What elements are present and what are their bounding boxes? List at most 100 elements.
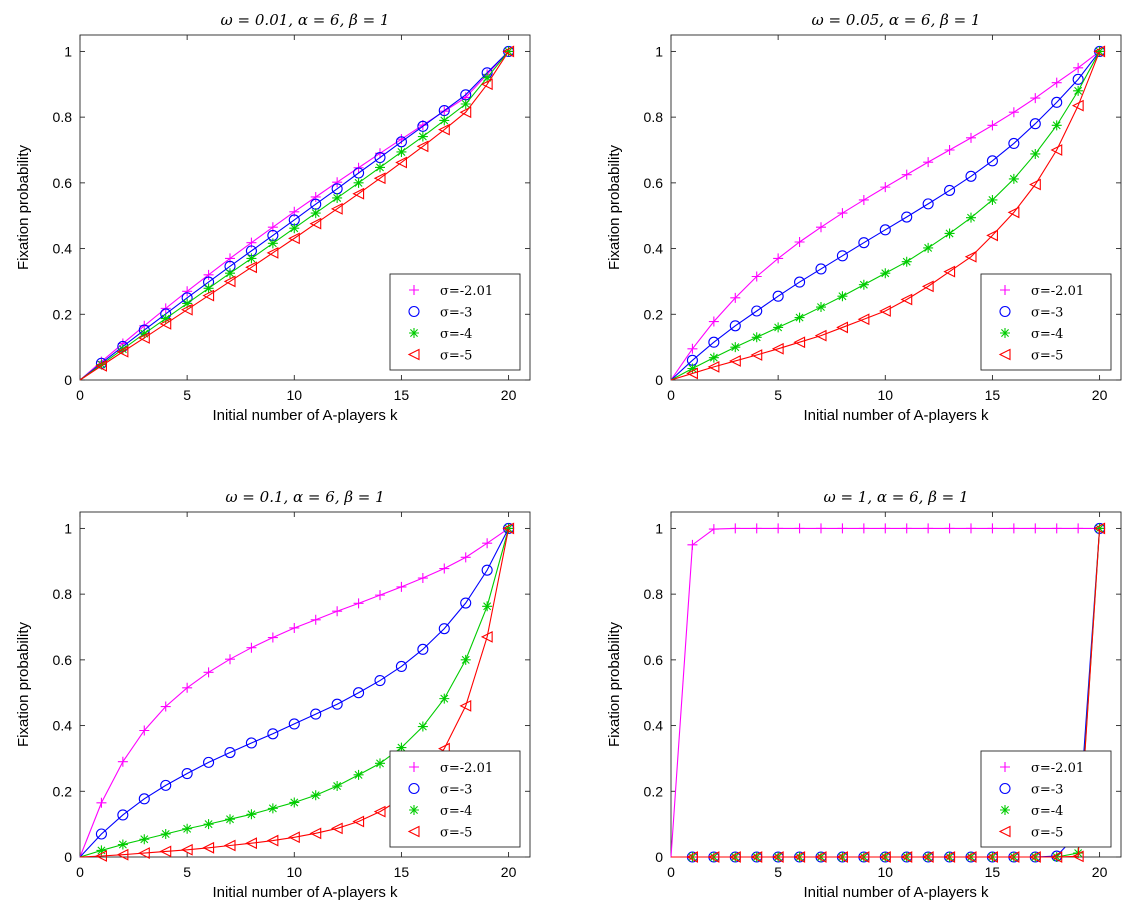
panel-2-series-2-point bbox=[965, 170, 977, 182]
panel-1-series-4-point bbox=[330, 202, 343, 215]
panel-2-series-2-point bbox=[729, 320, 741, 332]
panel-4-series-4-point bbox=[1007, 851, 1020, 863]
panel-1-series-4-point bbox=[266, 246, 279, 259]
panel-4-series-4-point bbox=[1093, 522, 1106, 535]
panel-2-ytick-label: 1 bbox=[655, 43, 663, 59]
panel-1-series-1-point bbox=[225, 253, 235, 264]
panel-2-series-3 bbox=[670, 46, 1105, 381]
panel-2-series-4-line bbox=[670, 51, 1101, 381]
panel-2-legend-marker bbox=[1000, 328, 1010, 338]
panel-4-series-4-point bbox=[964, 851, 977, 863]
panel-3-series-2-point bbox=[160, 779, 172, 791]
panel-3-series-3-point bbox=[289, 797, 300, 808]
panel-3-series-4-point bbox=[288, 831, 300, 844]
panel-4-series-4-point bbox=[793, 851, 806, 863]
panel-4-series-1-point bbox=[880, 523, 891, 534]
panel-2-series-3-point bbox=[1073, 85, 1084, 96]
panel-2-series-4-point bbox=[771, 342, 784, 355]
panel-2-legend-label: σ=-3 bbox=[1031, 306, 1063, 321]
panel-1-series-3-point bbox=[460, 99, 471, 109]
panel-4-series-1-point bbox=[773, 523, 784, 534]
panel-3-legend-label: σ=-5 bbox=[440, 826, 472, 841]
panel-3-series-3-point bbox=[439, 693, 450, 704]
panel-4-ytick-label: 0.2 bbox=[644, 783, 664, 799]
panel-3-series-4-point bbox=[266, 834, 279, 847]
panel-1-series-4 bbox=[79, 45, 515, 381]
panel-3-ytick-label: 0.4 bbox=[53, 718, 73, 734]
panel-4-legend-marker bbox=[999, 782, 1011, 795]
panel-3-series-2-point bbox=[245, 737, 257, 749]
panel-2-series-2-point bbox=[986, 155, 998, 167]
panel-2-series-2-point bbox=[794, 276, 806, 288]
panel-2-series-4-point bbox=[793, 336, 806, 349]
panel-2-series-1-point bbox=[966, 132, 976, 143]
panel-3-series-3-point bbox=[310, 790, 321, 801]
panel-1-axes-box bbox=[79, 34, 531, 381]
panel-4-series-1-point bbox=[1030, 523, 1041, 534]
panel-1-legend-label: σ=-2.01 bbox=[440, 284, 493, 299]
panel-2-series-1-point bbox=[987, 120, 998, 131]
panel-1-series-4-point bbox=[159, 317, 172, 330]
panel-3-series-2-point bbox=[203, 756, 215, 768]
panel-3-legend-label: σ=-3 bbox=[440, 783, 472, 798]
panel-4-series-1-point bbox=[837, 523, 848, 534]
panel-3-series-4-point bbox=[330, 822, 343, 835]
panel-4-series-1-point bbox=[751, 523, 762, 534]
panel-4-legend-label: σ=-3 bbox=[1031, 783, 1063, 798]
panel-3-series-3-point bbox=[396, 742, 407, 753]
panel-1-xtick-label: 20 bbox=[501, 387, 517, 403]
panel-3-series-3-point bbox=[503, 523, 514, 534]
panel-3-series-3-point bbox=[182, 823, 193, 834]
panel-1-series-3-point bbox=[332, 192, 343, 203]
panel-2-series-1-point bbox=[794, 237, 805, 247]
panel-3-series-4-point bbox=[352, 815, 365, 828]
panel-1-legend-marker bbox=[409, 285, 419, 295]
panel-3-series-4-point bbox=[159, 845, 172, 858]
panel-2-series-1-point bbox=[858, 194, 869, 205]
panel-2-series-4-point bbox=[750, 349, 763, 361]
panel-4-series-1-point bbox=[944, 523, 955, 534]
panel-4-xtick-label: 0 bbox=[667, 864, 675, 880]
panel-2-series-2-point bbox=[1051, 96, 1063, 108]
panel-4-series-1-point bbox=[708, 524, 719, 535]
panel-3-legend-marker bbox=[409, 805, 419, 815]
panel-3-legend-marker bbox=[407, 825, 420, 838]
panel-1-series-1-point bbox=[310, 191, 321, 202]
panel-4-series-4-point bbox=[900, 851, 913, 863]
panel-2-series-4-point bbox=[943, 265, 956, 278]
panel-1-series-3-point bbox=[417, 131, 428, 142]
panel-1-legend-label: σ=-3 bbox=[440, 306, 472, 321]
panel-4-series-4-point bbox=[729, 851, 741, 863]
panel-3-series-2-point bbox=[331, 698, 343, 710]
panel-3-series-3-point bbox=[482, 601, 493, 612]
panel-2-series-3-point bbox=[944, 228, 955, 239]
panel-4-series-4-point bbox=[1029, 851, 1041, 863]
panel-3-legend-marker bbox=[409, 762, 419, 772]
panel-3-series-3-point bbox=[417, 721, 428, 732]
panel-3-series-1-point bbox=[203, 667, 214, 678]
panel-3-series-2-point bbox=[481, 564, 493, 576]
panel-1-legend-marker bbox=[407, 348, 420, 361]
panel-2-series-3-point bbox=[816, 302, 826, 313]
panel-1-title: ω = 0.01, α = 6, β = 1 bbox=[221, 11, 390, 29]
panel-4-series-4-line bbox=[671, 528, 1101, 858]
panel-3-series-1-point bbox=[460, 552, 471, 563]
panel-2-legend-label: σ=-2.01 bbox=[1031, 284, 1084, 299]
panel-4-series-1-point bbox=[816, 523, 826, 534]
panel-4-series-4-point bbox=[750, 851, 763, 863]
panel-2-series-4-point bbox=[686, 367, 698, 380]
panel-3-series-2-point bbox=[417, 643, 429, 655]
panel-3-series-3-point bbox=[139, 834, 150, 845]
panel-3-series-4-point bbox=[373, 805, 386, 818]
panel-3-series-3-point bbox=[225, 814, 235, 825]
panel-3-series-1-point bbox=[482, 538, 493, 549]
panel-4-series-1-point bbox=[923, 523, 934, 534]
panel-3-series-4-point bbox=[223, 839, 236, 852]
panel-1-series-1-point bbox=[182, 286, 193, 297]
panel-2-ytick-label: 0.8 bbox=[644, 109, 664, 125]
panel-2-series-4-point bbox=[921, 280, 934, 293]
panel-3-series-1-point bbox=[267, 632, 278, 643]
panel-3-xtick-label: 15 bbox=[394, 864, 410, 880]
panel-3-legend: σ=-2.01 σ=-3 σ=-4 σ=-5 bbox=[389, 750, 521, 848]
panel-2-xtick-label: 20 bbox=[1092, 387, 1108, 403]
